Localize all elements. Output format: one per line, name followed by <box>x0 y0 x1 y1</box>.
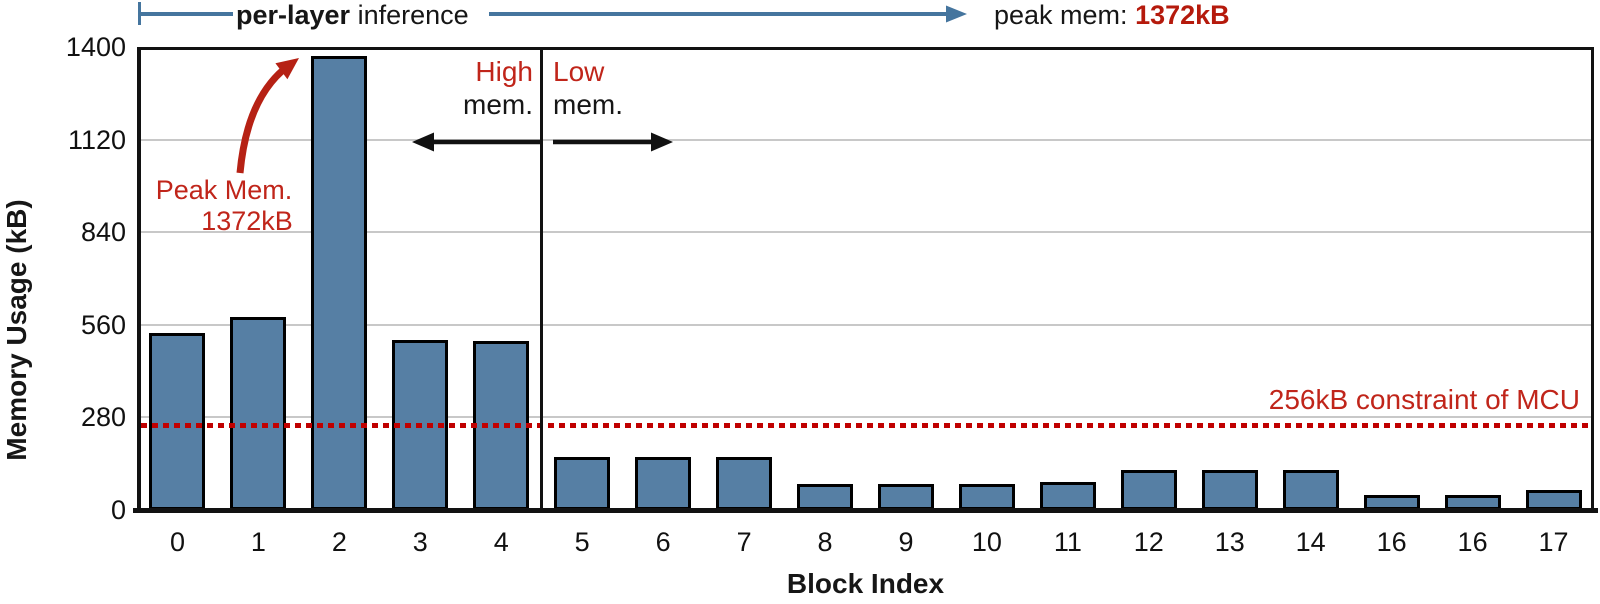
x-tick-label: 9 <box>898 527 914 557</box>
inference-label: inference <box>350 0 469 30</box>
gridline <box>141 323 1593 326</box>
y-tick-label: 1120 <box>67 124 126 155</box>
x-tick-label: 4 <box>493 527 509 557</box>
per-layer-label-bold: per-layer <box>236 0 351 30</box>
x-tick-label: 14 <box>1295 527 1326 557</box>
high-mem-line1: High <box>475 56 533 87</box>
x-tick-label: 11 <box>1053 527 1082 557</box>
x-tick-label: 3 <box>412 527 428 557</box>
x-tick-label: 16 <box>1376 527 1407 557</box>
high-low-divider-line <box>540 47 544 510</box>
peak-mem-top-label: peak mem: 1372kB <box>994 0 1230 31</box>
x-tick-label: 1 <box>250 527 266 557</box>
y-tick-label: 840 <box>80 217 126 248</box>
mcu-constraint-label: 256kB constraint of MCU <box>1268 384 1580 415</box>
x-tick-label: 10 <box>971 527 1002 557</box>
x-tick-label: 2 <box>331 527 347 557</box>
y-tick-label: 0 <box>110 495 126 525</box>
low-mem-line1: Low <box>553 56 605 87</box>
x-tick-label: 6 <box>655 527 671 557</box>
high-mem-label: High mem. <box>463 55 533 121</box>
x-tick-label: 8 <box>817 527 833 557</box>
gridline <box>141 231 1593 234</box>
low-mem-label: Low mem. <box>553 55 623 121</box>
peak-mem-prefix: peak mem: <box>994 0 1136 30</box>
x-tick-label: 5 <box>574 527 590 557</box>
gridline <box>141 416 1593 419</box>
per-layer-inference-label: per-layer inference <box>236 0 469 31</box>
x-tick-label: 0 <box>169 527 185 557</box>
low-mem-line2: mem. <box>553 89 623 120</box>
y-tick-label: 560 <box>80 309 126 340</box>
plot-frame <box>137 47 1594 510</box>
bar <box>635 457 692 510</box>
x-axis-line <box>133 508 1598 513</box>
peak-callout-line2: 1372kB <box>201 206 293 236</box>
x-axis-title: Block Index <box>786 568 945 599</box>
y-tick-label: 280 <box>80 402 126 433</box>
x-tick-label: 7 <box>736 527 752 557</box>
peak-callout-line1: Peak Mem. <box>155 175 293 205</box>
x-tick-label: 12 <box>1133 527 1164 557</box>
x-tick-label: 13 <box>1214 527 1245 557</box>
y-axis-title: Memory Usage (kB) <box>1 199 32 461</box>
y-tick-label: 1400 <box>65 32 126 62</box>
gridline <box>141 138 1593 141</box>
peak-mem-value: 1372kB <box>1135 0 1230 30</box>
high-mem-line2: mem. <box>463 89 533 120</box>
x-tick-label: 17 <box>1538 527 1569 557</box>
peak-mem-callout: Peak Mem. 1372kB <box>140 175 308 237</box>
mcu-constraint-line <box>141 423 1593 429</box>
bar <box>877 484 934 510</box>
x-tick-label: 16 <box>1457 527 1488 557</box>
